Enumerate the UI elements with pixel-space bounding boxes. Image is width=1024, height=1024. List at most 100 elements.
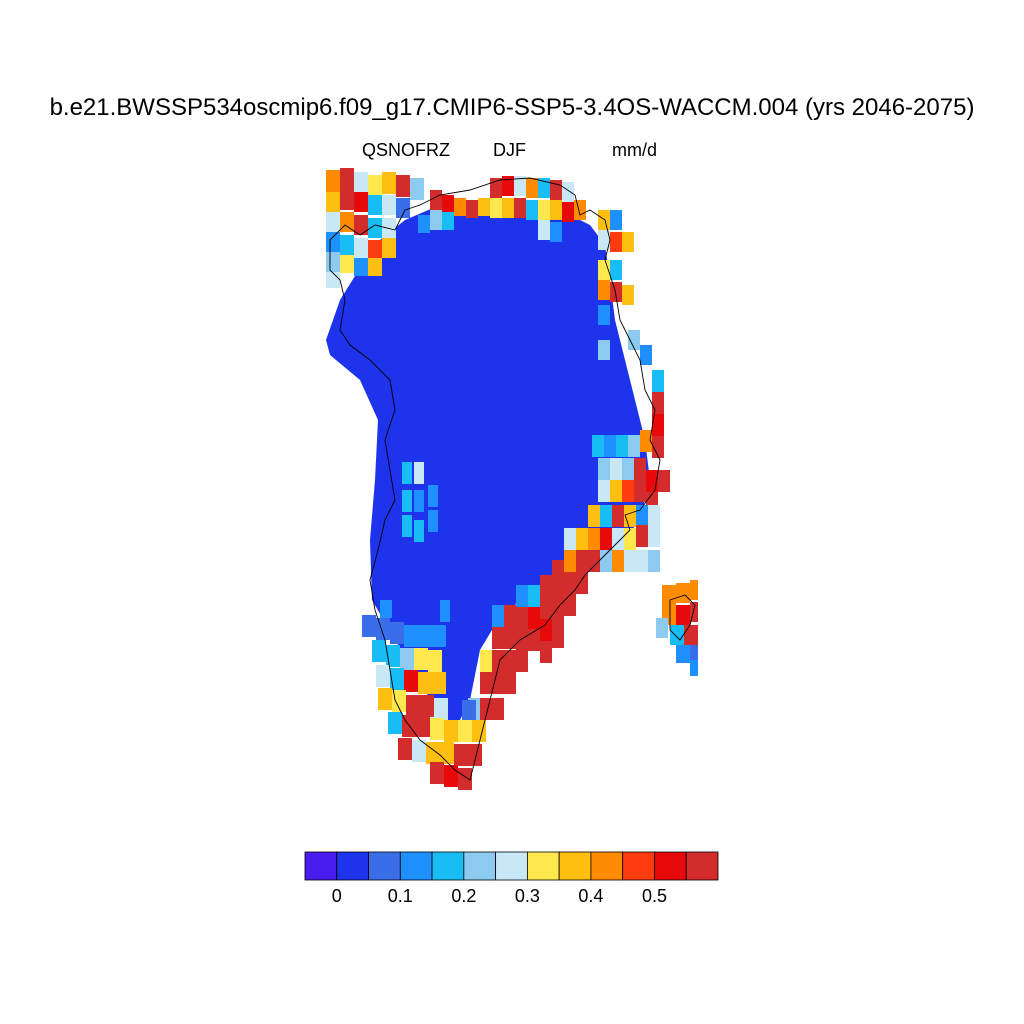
grid-cell bbox=[540, 619, 552, 641]
grid-cell bbox=[432, 625, 446, 647]
grid-cell bbox=[526, 200, 538, 220]
grid-cell bbox=[340, 255, 354, 273]
grid-cell bbox=[372, 640, 386, 662]
colorbar-swatch bbox=[463, 851, 497, 881]
grid-cell bbox=[552, 582, 564, 604]
colorbar-swatch bbox=[368, 851, 401, 881]
grid-cell bbox=[418, 672, 432, 694]
grid-cell bbox=[398, 738, 412, 760]
grid-cell bbox=[430, 210, 442, 230]
colorbar-swatch bbox=[526, 851, 560, 881]
grid-cell bbox=[624, 550, 636, 572]
coastline bbox=[329, 177, 661, 781]
grid-cell bbox=[380, 600, 392, 618]
grid-cell bbox=[538, 178, 550, 198]
grid-cell bbox=[622, 458, 634, 480]
grid-cell bbox=[516, 585, 528, 607]
grid-cell bbox=[684, 625, 698, 645]
grid-cell bbox=[492, 627, 504, 649]
grid-cell bbox=[658, 470, 670, 492]
grid-cell bbox=[326, 212, 340, 232]
grid-cell bbox=[458, 720, 472, 742]
grid-cell bbox=[502, 198, 514, 218]
grid-cell bbox=[502, 176, 514, 196]
grid-cell bbox=[588, 550, 600, 572]
grid-cell bbox=[504, 627, 516, 649]
grid-cell bbox=[598, 280, 610, 300]
grid-cell bbox=[326, 170, 340, 192]
grid-cell bbox=[552, 604, 564, 626]
colorbar-swatch bbox=[558, 851, 592, 881]
grid-cell bbox=[382, 172, 396, 194]
grid-cell bbox=[640, 345, 652, 365]
grid-cell bbox=[612, 550, 624, 572]
grid-cell bbox=[418, 625, 432, 647]
grid-cell bbox=[652, 436, 664, 458]
grid-cell bbox=[416, 715, 430, 737]
grid-cell bbox=[634, 480, 646, 502]
grid-cell bbox=[430, 718, 444, 740]
grid-cell bbox=[538, 200, 550, 220]
grid-cell bbox=[624, 528, 636, 550]
grid-cell bbox=[564, 550, 576, 572]
grid-cell bbox=[552, 626, 564, 648]
grid-cell bbox=[550, 222, 562, 242]
grid-cell bbox=[564, 572, 576, 594]
island-coastline bbox=[669, 594, 696, 641]
grid-cell bbox=[396, 175, 410, 197]
grid-cell bbox=[390, 622, 404, 644]
grid-cell bbox=[382, 218, 396, 238]
colorbar-swatch bbox=[304, 851, 338, 881]
grid-cell bbox=[492, 672, 504, 694]
grid-cell bbox=[430, 762, 444, 784]
grid-cell bbox=[480, 672, 492, 694]
grid-cell bbox=[376, 618, 390, 640]
grid-cell bbox=[636, 525, 648, 547]
grid-cell bbox=[550, 200, 562, 220]
grid-cell bbox=[676, 583, 690, 603]
colorbar-tick-label: 0 bbox=[331, 886, 342, 906]
grid-cell bbox=[622, 480, 634, 502]
grid-cell bbox=[514, 176, 526, 196]
grid-cell bbox=[612, 505, 624, 527]
grid-cell bbox=[622, 232, 634, 252]
grid-cell bbox=[412, 740, 426, 762]
grid-cell bbox=[676, 605, 690, 625]
coastal-grid-cells bbox=[326, 168, 698, 790]
grid-cell bbox=[368, 258, 382, 276]
grid-cell bbox=[516, 629, 528, 651]
grid-cell bbox=[564, 594, 576, 616]
grid-cell bbox=[414, 648, 428, 670]
grid-cell bbox=[610, 260, 622, 280]
grid-cell bbox=[600, 528, 612, 550]
grid-cell bbox=[478, 198, 490, 216]
grid-cell bbox=[610, 282, 622, 302]
grid-cell bbox=[592, 435, 604, 457]
grid-cell bbox=[354, 258, 368, 276]
grid-cell bbox=[432, 672, 446, 694]
grid-cell bbox=[434, 698, 448, 720]
grid-cell bbox=[526, 178, 538, 198]
grid-cell bbox=[340, 212, 354, 232]
plot-title: b.e21.BWSSP534oscmip6.f09_g17.CMIP6-SSP5… bbox=[49, 94, 975, 121]
grid-cell bbox=[440, 742, 454, 764]
grid-cell bbox=[454, 198, 466, 216]
grid-cell bbox=[516, 607, 528, 629]
grid-cell bbox=[562, 182, 574, 202]
grid-cell bbox=[354, 192, 368, 212]
colorbar-tick-label: 0.3 bbox=[514, 886, 540, 906]
grid-cell bbox=[540, 575, 552, 597]
grid-cell bbox=[588, 528, 600, 550]
grid-cell bbox=[354, 172, 368, 194]
grid-cell bbox=[428, 650, 442, 672]
grid-cell bbox=[386, 645, 400, 667]
colorbar-tick-label: 0.1 bbox=[387, 886, 413, 906]
grid-cell bbox=[562, 202, 574, 222]
grid-cell bbox=[340, 168, 354, 190]
grid-cell bbox=[390, 668, 404, 690]
colorbar-swatch bbox=[622, 851, 655, 881]
grid-cell bbox=[652, 414, 664, 436]
grid-cell bbox=[610, 480, 622, 502]
grid-cell bbox=[428, 510, 438, 532]
